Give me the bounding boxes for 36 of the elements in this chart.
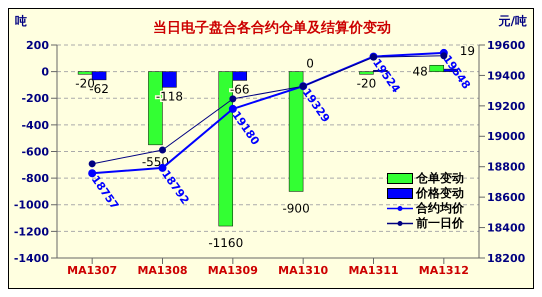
y-tick-label: -1200 xyxy=(14,225,50,238)
chart-title: 当日电子盘合各合约仓单及结算价变动 xyxy=(153,20,391,36)
y2-tick-label: 19600 xyxy=(487,38,526,52)
legend-label: 仓单变动 xyxy=(416,171,464,186)
y2-tick-label: 19200 xyxy=(487,100,526,113)
x-tick-label: MA1307 xyxy=(67,264,118,277)
x-tick-label: MA1311 xyxy=(348,264,399,277)
y-tick-label: -600 xyxy=(21,145,50,158)
y2-tick-label: 18800 xyxy=(487,160,526,174)
x-tick-label: MA1312 xyxy=(418,264,469,277)
data-label: 0 xyxy=(306,56,314,71)
x-tick-label: MA1310 xyxy=(278,264,329,277)
y-tick-label: -1400 xyxy=(14,252,50,265)
y2-axis-title: 元/吨 xyxy=(498,13,527,30)
y2-tick-label: 18400 xyxy=(487,221,526,234)
y2-tick-label: 19400 xyxy=(487,69,526,82)
y-tick-label: -200 xyxy=(21,92,50,106)
data-label: -20 xyxy=(356,76,376,90)
legend-label: 合约均价 xyxy=(416,201,464,216)
y-tick-label: 200 xyxy=(26,38,50,52)
y2-tick-label: 18200 xyxy=(487,252,526,265)
data-label: -1160 xyxy=(208,236,244,250)
y2-tick-label: 19000 xyxy=(487,130,526,144)
y-tick-label: 0 xyxy=(41,66,50,79)
data-label: -900 xyxy=(282,201,310,216)
y-tick-label: -800 xyxy=(21,172,50,186)
legend-label: 前一日价 xyxy=(416,216,464,231)
y-axis-title: 吨 xyxy=(15,13,27,30)
y2-tick-label: 18600 xyxy=(487,191,526,204)
data-label: 19 xyxy=(460,44,476,58)
legend-label: 价格变动 xyxy=(416,186,464,201)
x-tick-label: MA1309 xyxy=(208,264,258,277)
y-tick-label: -1000 xyxy=(14,198,50,212)
x-tick-label: MA1308 xyxy=(137,264,188,277)
y-tick-label: -400 xyxy=(21,118,50,132)
data-label: 48 xyxy=(412,64,428,79)
